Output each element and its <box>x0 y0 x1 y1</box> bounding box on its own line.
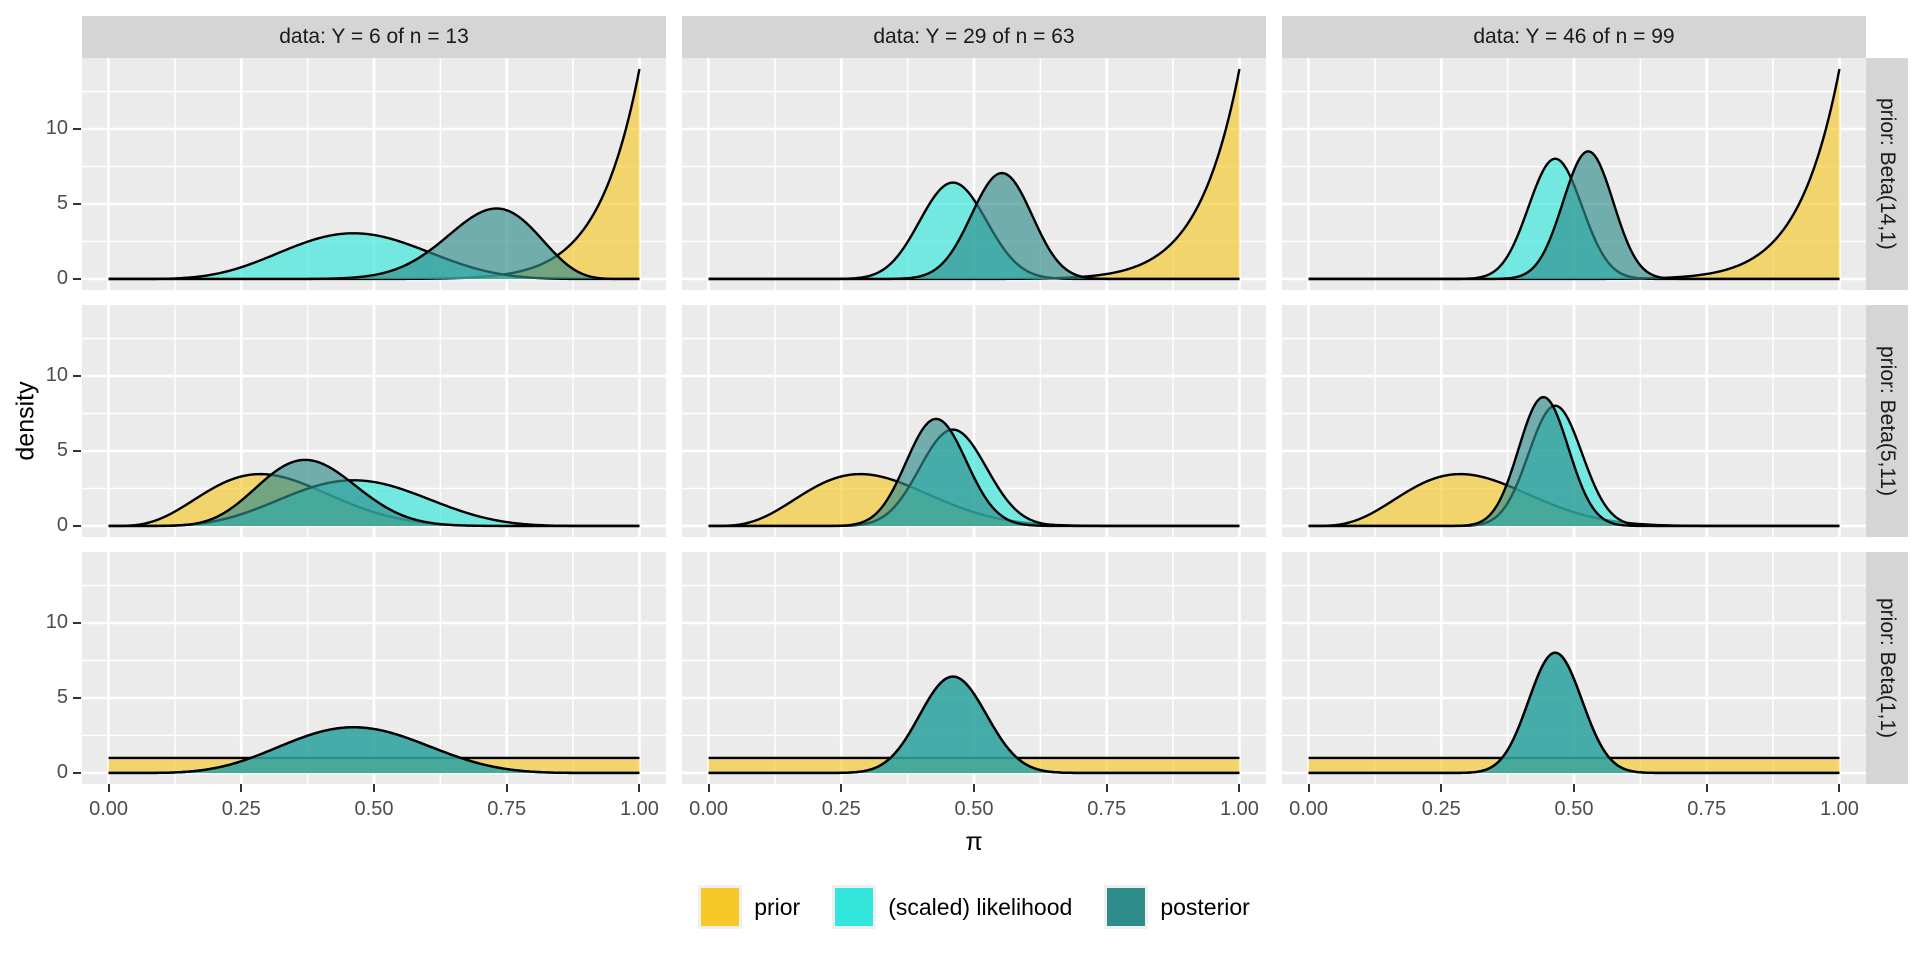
x-tick-mark <box>1573 784 1575 792</box>
y-tick-label: 10 <box>45 364 68 386</box>
y-tick-mark <box>73 449 81 452</box>
x-tick-mark <box>240 784 243 792</box>
legend: prior (scaled) likelihood posterior <box>82 884 1866 930</box>
y-tick-mark <box>73 128 81 130</box>
column-facet-strip-3: data: Y = 46 of n = 99 <box>1282 16 1866 58</box>
y-axis-title: density <box>11 381 40 461</box>
posterior-curve <box>708 171 1240 281</box>
y-tick-label: 5 <box>56 191 68 214</box>
legend-item-prior: prior <box>698 885 800 929</box>
y-tick-mark <box>73 524 81 527</box>
panel-row1-col1 <box>82 58 666 290</box>
y-tick-mark <box>73 277 81 280</box>
x-tick-label: 0.50 <box>1554 798 1594 820</box>
x-tick-label: 0.25 <box>221 798 261 820</box>
legend-label: prior <box>754 893 801 920</box>
x-tick-label: 0.00 <box>1289 798 1328 820</box>
x-tick-mark <box>107 784 110 792</box>
y-tick-label: 5 <box>56 438 68 461</box>
y-tick-label: 0 <box>56 513 68 536</box>
y-tick-label: 10 <box>45 611 68 633</box>
x-tick-mark <box>505 784 508 792</box>
row-facet-label: prior: Beta(1,1) <box>1876 597 1899 739</box>
x-tick-label: 0.25 <box>1421 798 1461 820</box>
posterior-curve <box>108 207 640 281</box>
x-tick-mark <box>1440 784 1443 792</box>
x-tick-mark <box>1307 784 1310 792</box>
x-tick-mark <box>1705 784 1708 792</box>
x-tick-mark <box>1838 784 1841 792</box>
x-tick-label: 0.50 <box>954 798 994 820</box>
likelihood-swatch-icon <box>835 888 874 926</box>
panel-row3-col2 <box>682 552 1266 784</box>
panel-row2-col3 <box>1282 305 1866 537</box>
y-tick-mark <box>73 696 81 699</box>
legend-label: (scaled) likelihood <box>888 893 1073 920</box>
x-axis-title: π <box>965 828 983 856</box>
posterior-curve <box>708 417 1240 528</box>
row-facet-strip-2: prior: Beta(5,11) <box>1866 305 1908 537</box>
legend-item-posterior: posterior <box>1104 885 1250 929</box>
legend-label: posterior <box>1160 893 1250 920</box>
y-tick-mark <box>73 375 81 377</box>
column-facet-strip-1: data: Y = 6 of n = 13 <box>82 16 666 58</box>
x-tick-label: 0.50 <box>354 798 394 820</box>
y-tick-label: 10 <box>45 117 68 139</box>
x-tick-label: 1.00 <box>619 798 659 820</box>
x-tick-mark <box>638 784 641 792</box>
panel-row2-col1 <box>82 305 666 537</box>
row-facet-strip-1: prior: Beta(14,1) <box>1866 58 1908 290</box>
row-facet-strip-3: prior: Beta(1,1) <box>1866 552 1908 784</box>
panel-row3-col1 <box>82 552 666 784</box>
x-axis-title-row: π <box>82 828 1866 857</box>
column-facet-label: data: Y = 29 of n = 63 <box>873 25 1075 48</box>
posterior-curve <box>1308 395 1840 528</box>
y-tick-label: 0 <box>56 760 68 783</box>
row-facet-label: prior: Beta(14,1) <box>1876 98 1899 250</box>
x-tick-mark <box>373 784 375 792</box>
y-tick-label: 5 <box>56 685 68 708</box>
legend-key <box>1104 885 1149 929</box>
prior-swatch-icon <box>701 888 740 926</box>
x-tick-label: 1.00 <box>1219 798 1259 820</box>
x-tick-mark <box>1238 784 1241 792</box>
column-facet-strip-2: data: Y = 29 of n = 63 <box>682 16 1266 58</box>
x-tick-label: 1.00 <box>1819 798 1859 820</box>
x-tick-label: 0.75 <box>1087 798 1127 820</box>
posterior-curve <box>108 726 640 775</box>
x-tick-label: 0.00 <box>689 798 728 820</box>
y-tick-label: 0 <box>56 266 68 289</box>
posterior-curve <box>108 458 640 528</box>
posterior-curve <box>1308 150 1840 281</box>
legend-item-likelihood: (scaled) likelihood <box>832 885 1072 929</box>
x-tick-label: 0.00 <box>89 798 128 820</box>
column-facet-label: data: Y = 6 of n = 13 <box>279 25 469 48</box>
x-tick-mark <box>707 784 710 792</box>
posterior-curve <box>708 675 1240 775</box>
panel-row2-col2 <box>682 305 1266 537</box>
x-tick-mark <box>973 784 975 792</box>
x-tick-label: 0.75 <box>487 798 527 820</box>
panel-row1-col2 <box>682 58 1266 290</box>
x-tick-mark <box>1105 784 1108 792</box>
legend-key <box>832 885 877 929</box>
panel-row3-col3 <box>1282 552 1866 784</box>
panel-row1-col3 <box>1282 58 1866 290</box>
posterior-swatch-icon <box>1107 888 1146 926</box>
y-tick-mark <box>73 771 81 774</box>
legend-key <box>698 885 743 929</box>
y-tick-mark <box>73 622 81 624</box>
x-tick-label: 0.75 <box>1687 798 1727 820</box>
y-tick-mark <box>73 202 81 205</box>
posterior-curve <box>1308 651 1840 775</box>
column-facet-label: data: Y = 46 of n = 99 <box>1473 25 1675 48</box>
x-tick-mark <box>840 784 843 792</box>
x-tick-label: 0.25 <box>821 798 861 820</box>
row-facet-label: prior: Beta(5,11) <box>1876 345 1899 497</box>
